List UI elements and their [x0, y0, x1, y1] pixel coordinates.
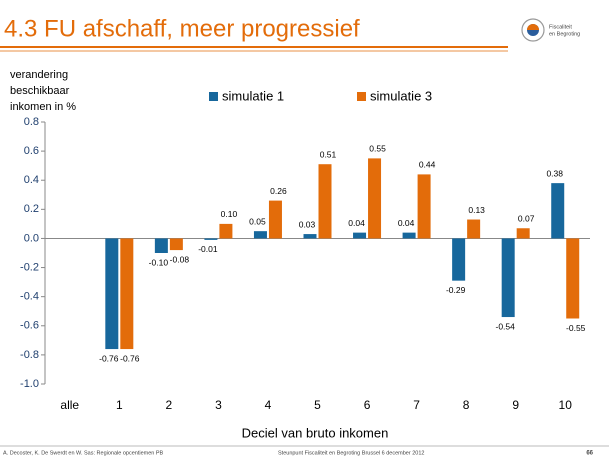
x-tick-label: 4: [265, 398, 272, 412]
y-tick-label: 0.0: [24, 232, 39, 244]
data-label: -0.76: [120, 353, 140, 363]
y-tick-label: -0.6: [20, 320, 39, 332]
data-label: 0.05: [249, 216, 266, 226]
y-tick-label: 0.2: [24, 203, 39, 215]
slide-title: 4.3 FU afschaff, meer progressief: [4, 15, 360, 42]
data-label: -0.01: [198, 244, 218, 254]
data-label: 0.10: [221, 209, 238, 219]
x-tick-label: 5: [314, 398, 321, 412]
legend-swatch: [357, 92, 366, 101]
data-label: -0.76: [99, 353, 119, 363]
data-label: 0.04: [348, 218, 365, 228]
data-label: -0.10: [149, 257, 169, 267]
bar: [501, 238, 515, 318]
data-label: -0.54: [495, 321, 515, 331]
x-tick-label: 7: [413, 398, 420, 412]
bar: [105, 238, 119, 350]
bar: [318, 164, 332, 239]
data-label: 0.55: [369, 144, 386, 154]
bar: [516, 228, 530, 239]
x-tick-label: 10: [559, 398, 573, 412]
data-label: -0.08: [170, 254, 190, 264]
bar: [253, 231, 267, 239]
bar: [204, 238, 218, 240]
bar: [551, 183, 565, 239]
x-tick-label: alle: [60, 398, 79, 412]
footer-center: Steunpunt Fiscaliteit en Begroting Bruss…: [278, 450, 424, 456]
y-tick-label: -0.2: [20, 261, 39, 273]
x-tick-label: 9: [512, 398, 519, 412]
bar: [219, 223, 233, 239]
data-label: -0.55: [566, 323, 586, 333]
legend-label: simulatie 3: [370, 88, 432, 103]
legend-label: simulatie 1: [222, 88, 284, 103]
x-tick-label: 2: [166, 398, 173, 412]
data-label: 0.44: [419, 160, 436, 170]
data-label: 0.13: [468, 205, 485, 215]
legend-swatch: [209, 92, 218, 101]
bar: [169, 238, 183, 251]
y-tick-label: 0.8: [24, 116, 39, 128]
bar: [368, 158, 382, 239]
bar: [452, 238, 466, 281]
bar: [120, 238, 134, 350]
page-number: 66: [586, 451, 593, 457]
data-label: 0.03: [299, 219, 316, 229]
bar: [566, 238, 580, 319]
x-tick-label: 3: [215, 398, 222, 412]
y-tick-label: 0.4: [24, 174, 39, 186]
x-axis-title: Deciel van bruto inkomen: [242, 425, 389, 440]
logo-text: en Begroting: [549, 31, 580, 37]
data-label: 0.51: [320, 149, 337, 159]
data-label: 0.26: [270, 186, 287, 196]
data-label: -0.29: [446, 285, 466, 295]
y-tick-label: -0.4: [20, 291, 39, 303]
bar: [353, 232, 367, 239]
data-label: 0.04: [398, 218, 415, 228]
y-tick-label: 0.6: [24, 145, 39, 157]
y-tick-label: -0.8: [20, 349, 39, 361]
x-tick-label: 1: [116, 398, 123, 412]
bar: [417, 174, 431, 239]
logo-text: Fiscaliteit: [549, 24, 572, 30]
bar: [154, 238, 168, 253]
footer-left: A. Decoster, K. De Swerdt en W. Sas: Reg…: [3, 450, 164, 456]
bar: [303, 234, 317, 239]
y-tick-label: -1.0: [20, 378, 39, 390]
data-label: 0.07: [518, 214, 535, 224]
y-axis-title: beschikbaar: [10, 85, 70, 97]
bar: [268, 200, 282, 239]
x-tick-label: 6: [364, 398, 371, 412]
y-axis-title: verandering: [10, 69, 68, 81]
bar: [467, 219, 481, 239]
x-tick-label: 8: [463, 398, 470, 412]
logo: Fiscaliteit en Begroting: [521, 18, 580, 42]
y-axis-title: inkomen in %: [10, 101, 76, 113]
data-label: 0.38: [546, 168, 563, 178]
bar: [402, 232, 416, 239]
